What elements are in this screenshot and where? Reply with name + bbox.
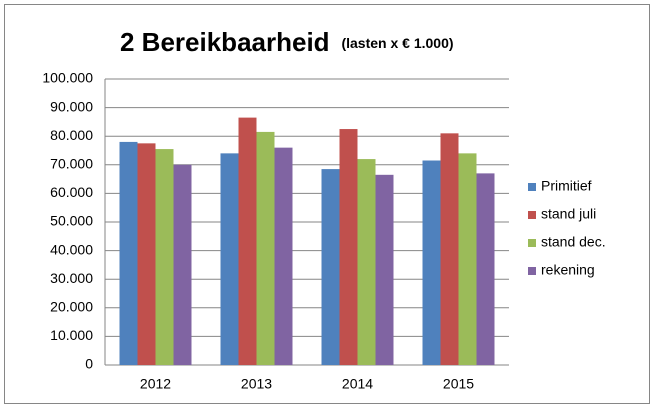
legend-label: stand juli bbox=[541, 206, 596, 222]
bar bbox=[256, 131, 275, 365]
legend-label: Primitief bbox=[541, 178, 592, 194]
chart-subtitle: (lasten x € 1.000) bbox=[341, 35, 453, 51]
y-tick-label: 40.000 bbox=[50, 241, 93, 257]
chart-title: 2 Bereikbaarheid bbox=[120, 27, 330, 57]
bar bbox=[375, 174, 394, 365]
x-tick-label: 2013 bbox=[241, 376, 272, 392]
bar bbox=[137, 143, 156, 365]
y-tick-label: 30.000 bbox=[50, 270, 93, 286]
legend-label: stand dec. bbox=[541, 234, 606, 250]
y-tick-label: 20.000 bbox=[50, 299, 93, 315]
x-tick-label: 2014 bbox=[342, 376, 373, 392]
x-tick-label: 2015 bbox=[443, 376, 474, 392]
bar bbox=[422, 160, 441, 365]
bar bbox=[119, 141, 138, 365]
legend-swatch bbox=[528, 211, 536, 219]
bar bbox=[339, 129, 358, 365]
bar bbox=[173, 164, 192, 365]
y-tick-label: 80.000 bbox=[50, 127, 93, 143]
legend-swatch bbox=[528, 267, 536, 275]
bar bbox=[357, 159, 376, 365]
y-tick-label: 100.000 bbox=[42, 70, 93, 86]
y-tick-label: 50.000 bbox=[50, 213, 93, 229]
legend-swatch bbox=[528, 183, 536, 191]
bar bbox=[220, 153, 239, 365]
legend-label: rekening bbox=[541, 262, 595, 278]
y-tick-label: 90.000 bbox=[50, 98, 93, 114]
y-tick-label: 70.000 bbox=[50, 156, 93, 172]
bar bbox=[155, 149, 174, 365]
bar bbox=[476, 173, 495, 365]
bar bbox=[458, 153, 477, 365]
bar bbox=[274, 147, 293, 365]
bar bbox=[238, 117, 257, 365]
legend-swatch bbox=[528, 239, 536, 247]
bar bbox=[321, 169, 340, 365]
x-tick-label: 2012 bbox=[140, 376, 171, 392]
chart-heading: 2 Bereikbaarheid (lasten x € 1.000) bbox=[120, 27, 454, 57]
bar bbox=[440, 133, 459, 365]
y-tick-label: 60.000 bbox=[50, 184, 93, 200]
y-tick-label: 10.000 bbox=[50, 327, 93, 343]
y-tick-label: 0 bbox=[85, 356, 93, 372]
